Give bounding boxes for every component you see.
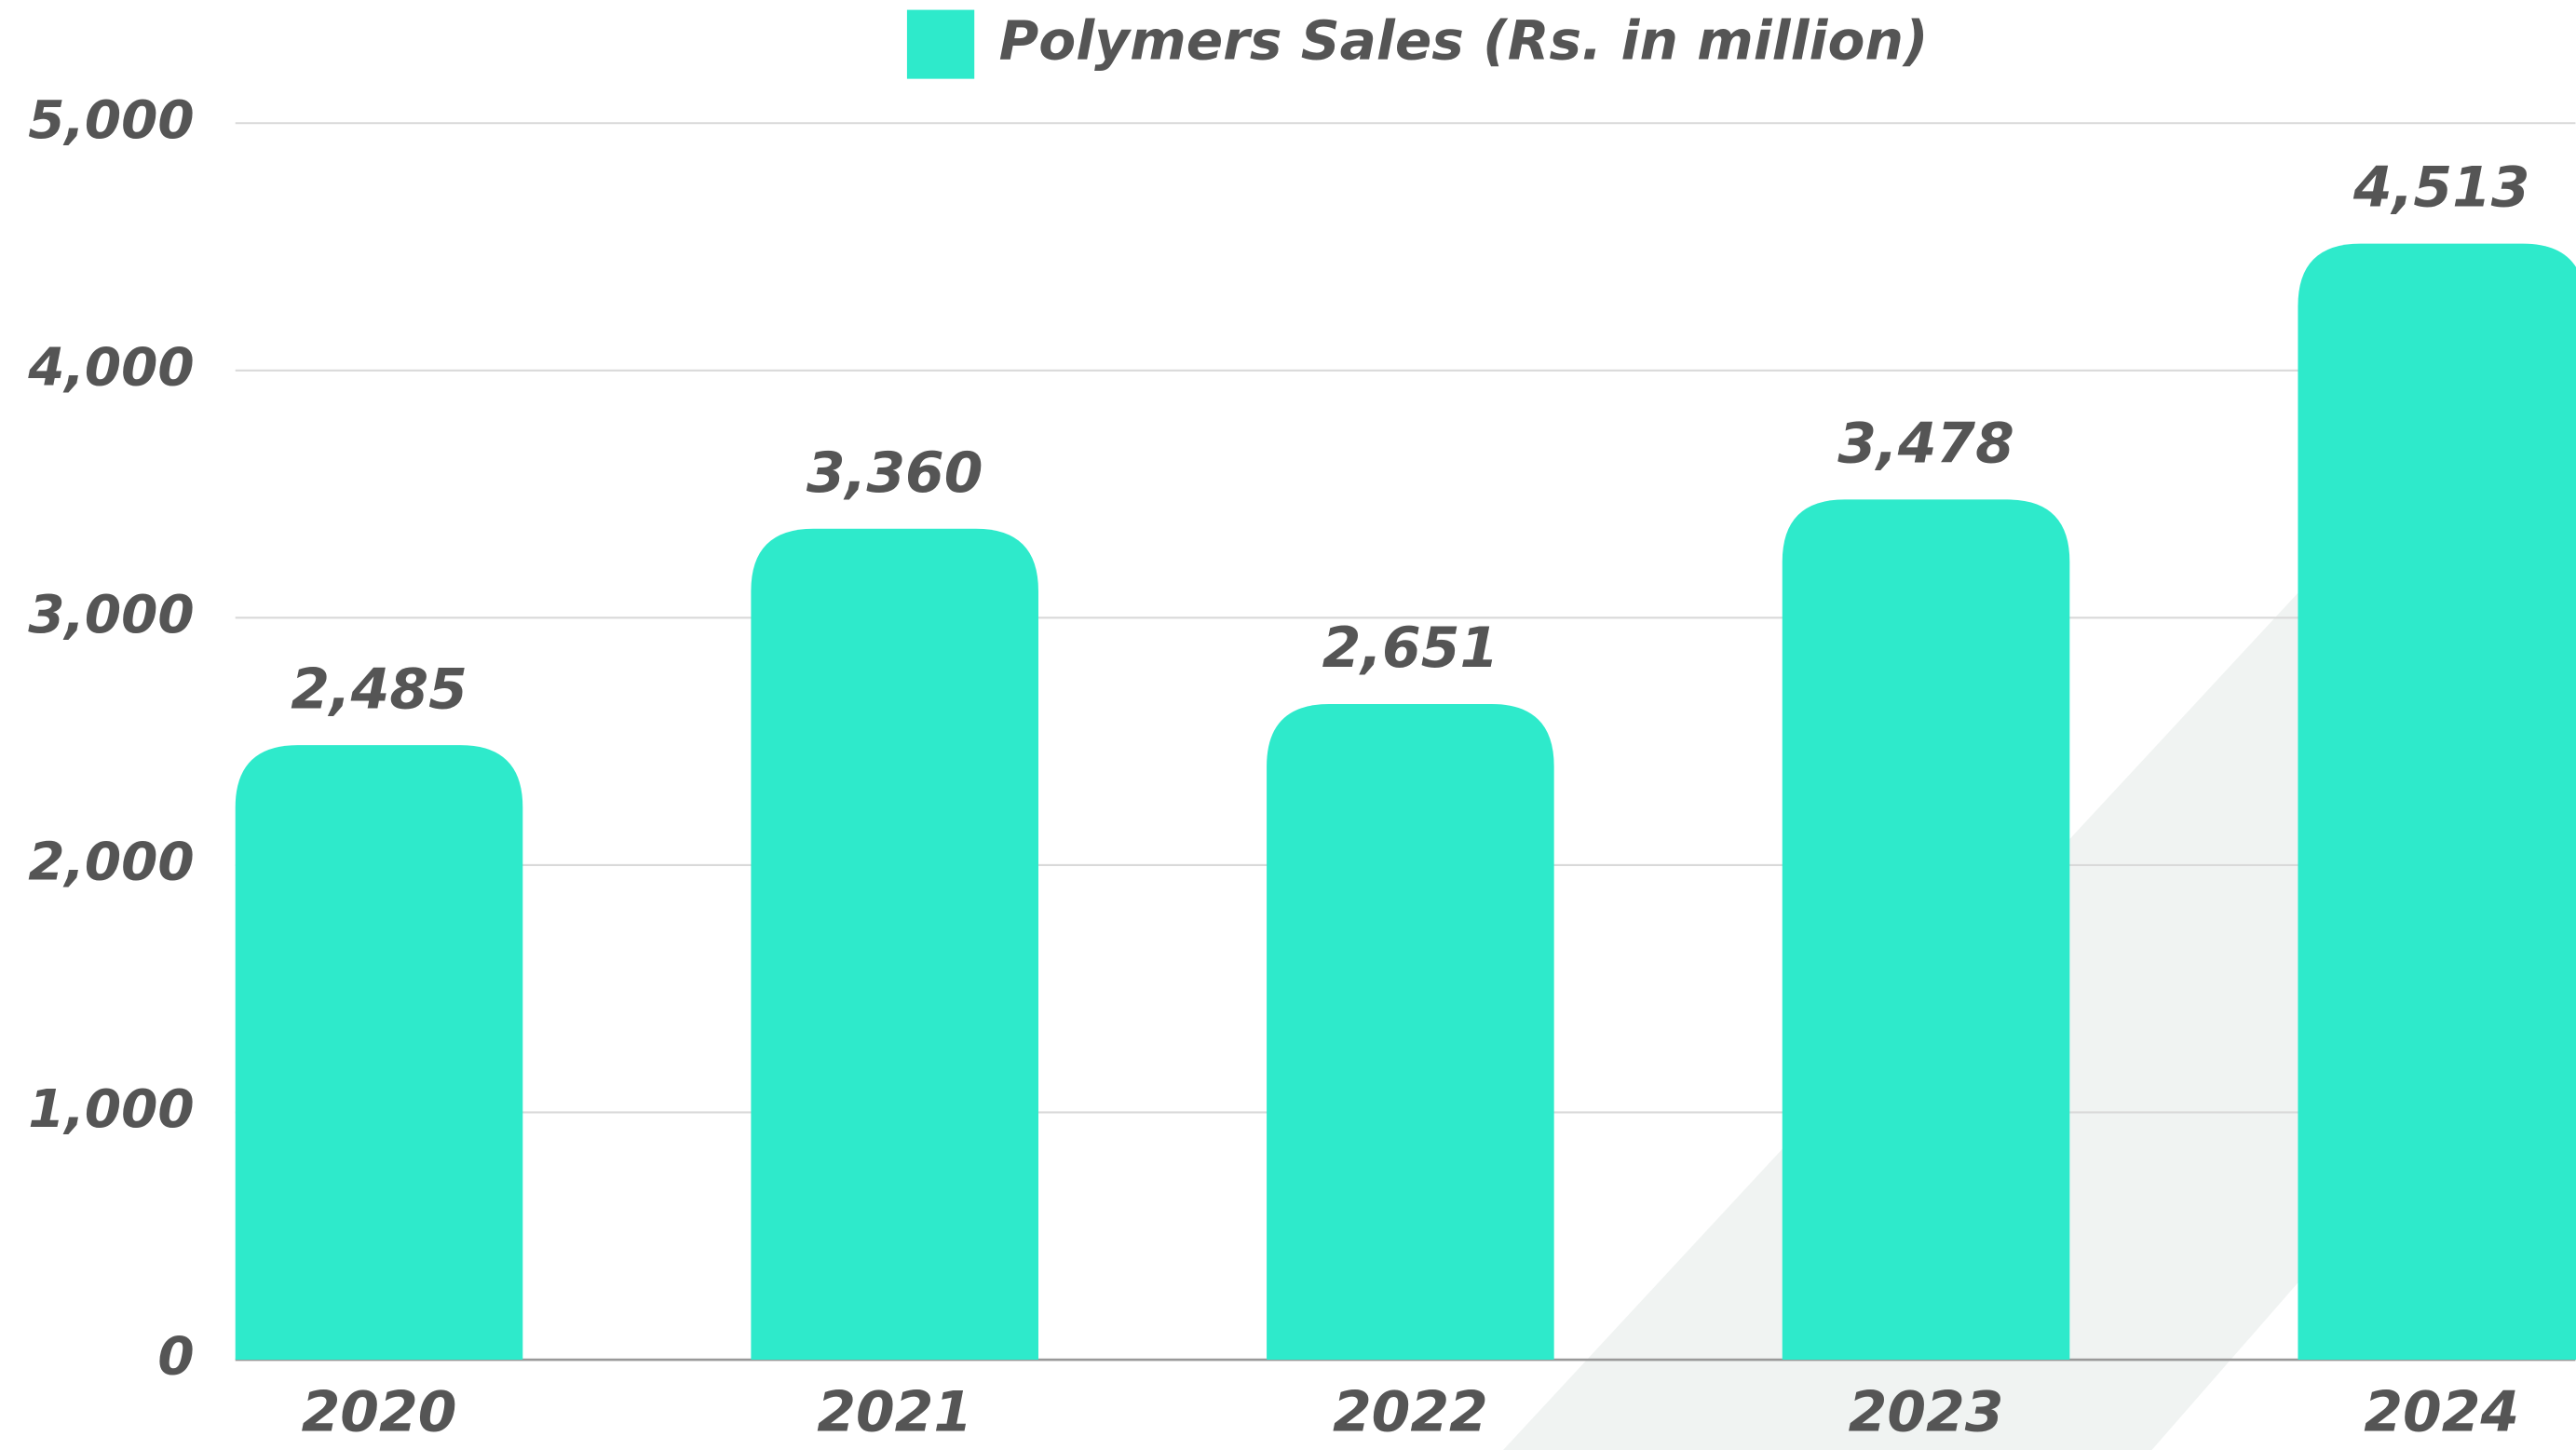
value-label: 3,360 xyxy=(807,440,983,506)
bar xyxy=(2298,243,2576,1361)
y-tick-label: 5,000 xyxy=(28,90,194,151)
y-tick-label: 3,000 xyxy=(28,585,194,645)
y-tick-label: 4,000 xyxy=(27,337,194,398)
value-label: 3,478 xyxy=(1837,412,2014,477)
labels: 0 1,000 2,000 3,000 4,000 5,000 Polymers Sales… xyxy=(27,9,2529,1445)
grid xyxy=(235,122,2576,1362)
x-tick-label: 2022 xyxy=(1333,1380,1488,1445)
value-label: 2,485 xyxy=(291,657,468,722)
legend-swatch xyxy=(906,9,975,79)
bar xyxy=(235,745,523,1361)
legend-label: Polymers Sales (Rs. in million) xyxy=(999,9,1929,73)
x-tick-label: 2021 xyxy=(817,1380,972,1445)
bars xyxy=(235,243,2576,1361)
bar xyxy=(1267,704,1554,1361)
y-tick-label: 0 xyxy=(157,1327,194,1388)
value-label: 4,513 xyxy=(2352,156,2530,221)
x-tick-label: 2023 xyxy=(1849,1380,2004,1445)
bar xyxy=(1782,499,2070,1361)
y-tick-label: 2,000 xyxy=(28,833,194,893)
x-tick-label: 2020 xyxy=(302,1380,457,1445)
value-label: 2,651 xyxy=(1322,616,1499,681)
y-tick-label: 1,000 xyxy=(28,1079,194,1140)
x-tick-label: 2024 xyxy=(2364,1380,2519,1445)
bar xyxy=(751,528,1038,1361)
